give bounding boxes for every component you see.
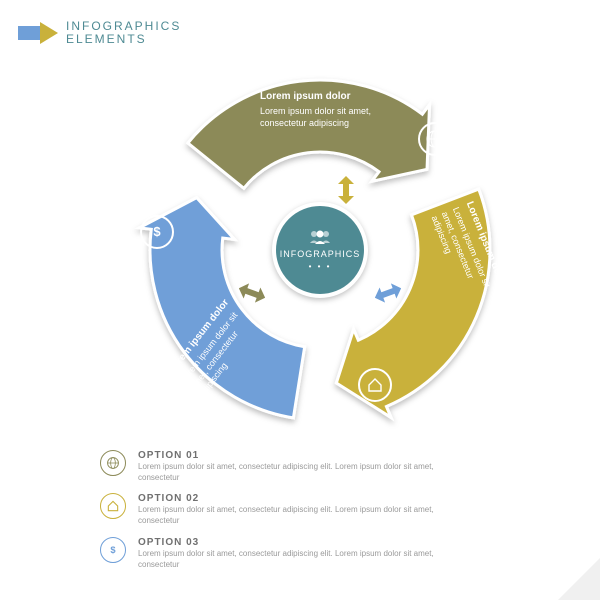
center-label: INFOGRAPHICS <box>280 249 361 259</box>
options-list: OPTION 01 Lorem ipsum dolor sit amet, co… <box>100 450 468 570</box>
connector-arrow-1 <box>338 176 354 204</box>
option-row-3: $ OPTION 03 Lorem ipsum dolor sit amet, … <box>100 537 468 570</box>
center-hub: INFOGRAPHICS • • • <box>272 202 368 298</box>
svg-text:$: $ <box>110 545 116 555</box>
option-1-desc: Lorem ipsum dolor sit amet, consectetur … <box>138 461 468 483</box>
dollar-icon: $ <box>140 215 174 249</box>
option-3-title: OPTION 03 <box>138 537 468 548</box>
header-title: INFOGRAPHICS ELEMENTS <box>66 20 181 46</box>
segment-1-desc: Lorem ipsum dolor sit amet, consectetur … <box>260 106 380 129</box>
option-row-2: OPTION 02 Lorem ipsum dolor sit amet, co… <box>100 493 468 526</box>
option-1-globe-icon <box>100 450 126 476</box>
people-icon <box>306 229 334 245</box>
segment-1-title: Lorem ipsum dolor <box>260 90 380 103</box>
globe-icon <box>418 122 452 156</box>
option-2-home-icon <box>100 493 126 519</box>
header: INFOGRAPHICS ELEMENTS <box>18 20 181 46</box>
header-line-2: ELEMENTS <box>66 33 181 46</box>
option-2-desc: Lorem ipsum dolor sit amet, consectetur … <box>138 504 468 526</box>
segment-1-text: Lorem ipsum dolor Lorem ipsum dolor sit … <box>260 90 380 129</box>
option-3-dollar-icon: $ <box>100 537 126 563</box>
svg-text:$: $ <box>153 224 161 239</box>
page-corner-fold <box>558 558 600 600</box>
option-3-desc: Lorem ipsum dolor sit amet, consectetur … <box>138 548 468 570</box>
cycle-diagram: INFOGRAPHICS • • • Lorem ipsum dolor Lor… <box>130 60 510 440</box>
center-dots: • • • <box>309 262 332 271</box>
header-arrow-icon <box>18 22 58 44</box>
option-2-title: OPTION 02 <box>138 493 468 504</box>
option-row-1: OPTION 01 Lorem ipsum dolor sit amet, co… <box>100 450 468 483</box>
option-1-title: OPTION 01 <box>138 450 468 461</box>
home-icon <box>358 368 392 402</box>
